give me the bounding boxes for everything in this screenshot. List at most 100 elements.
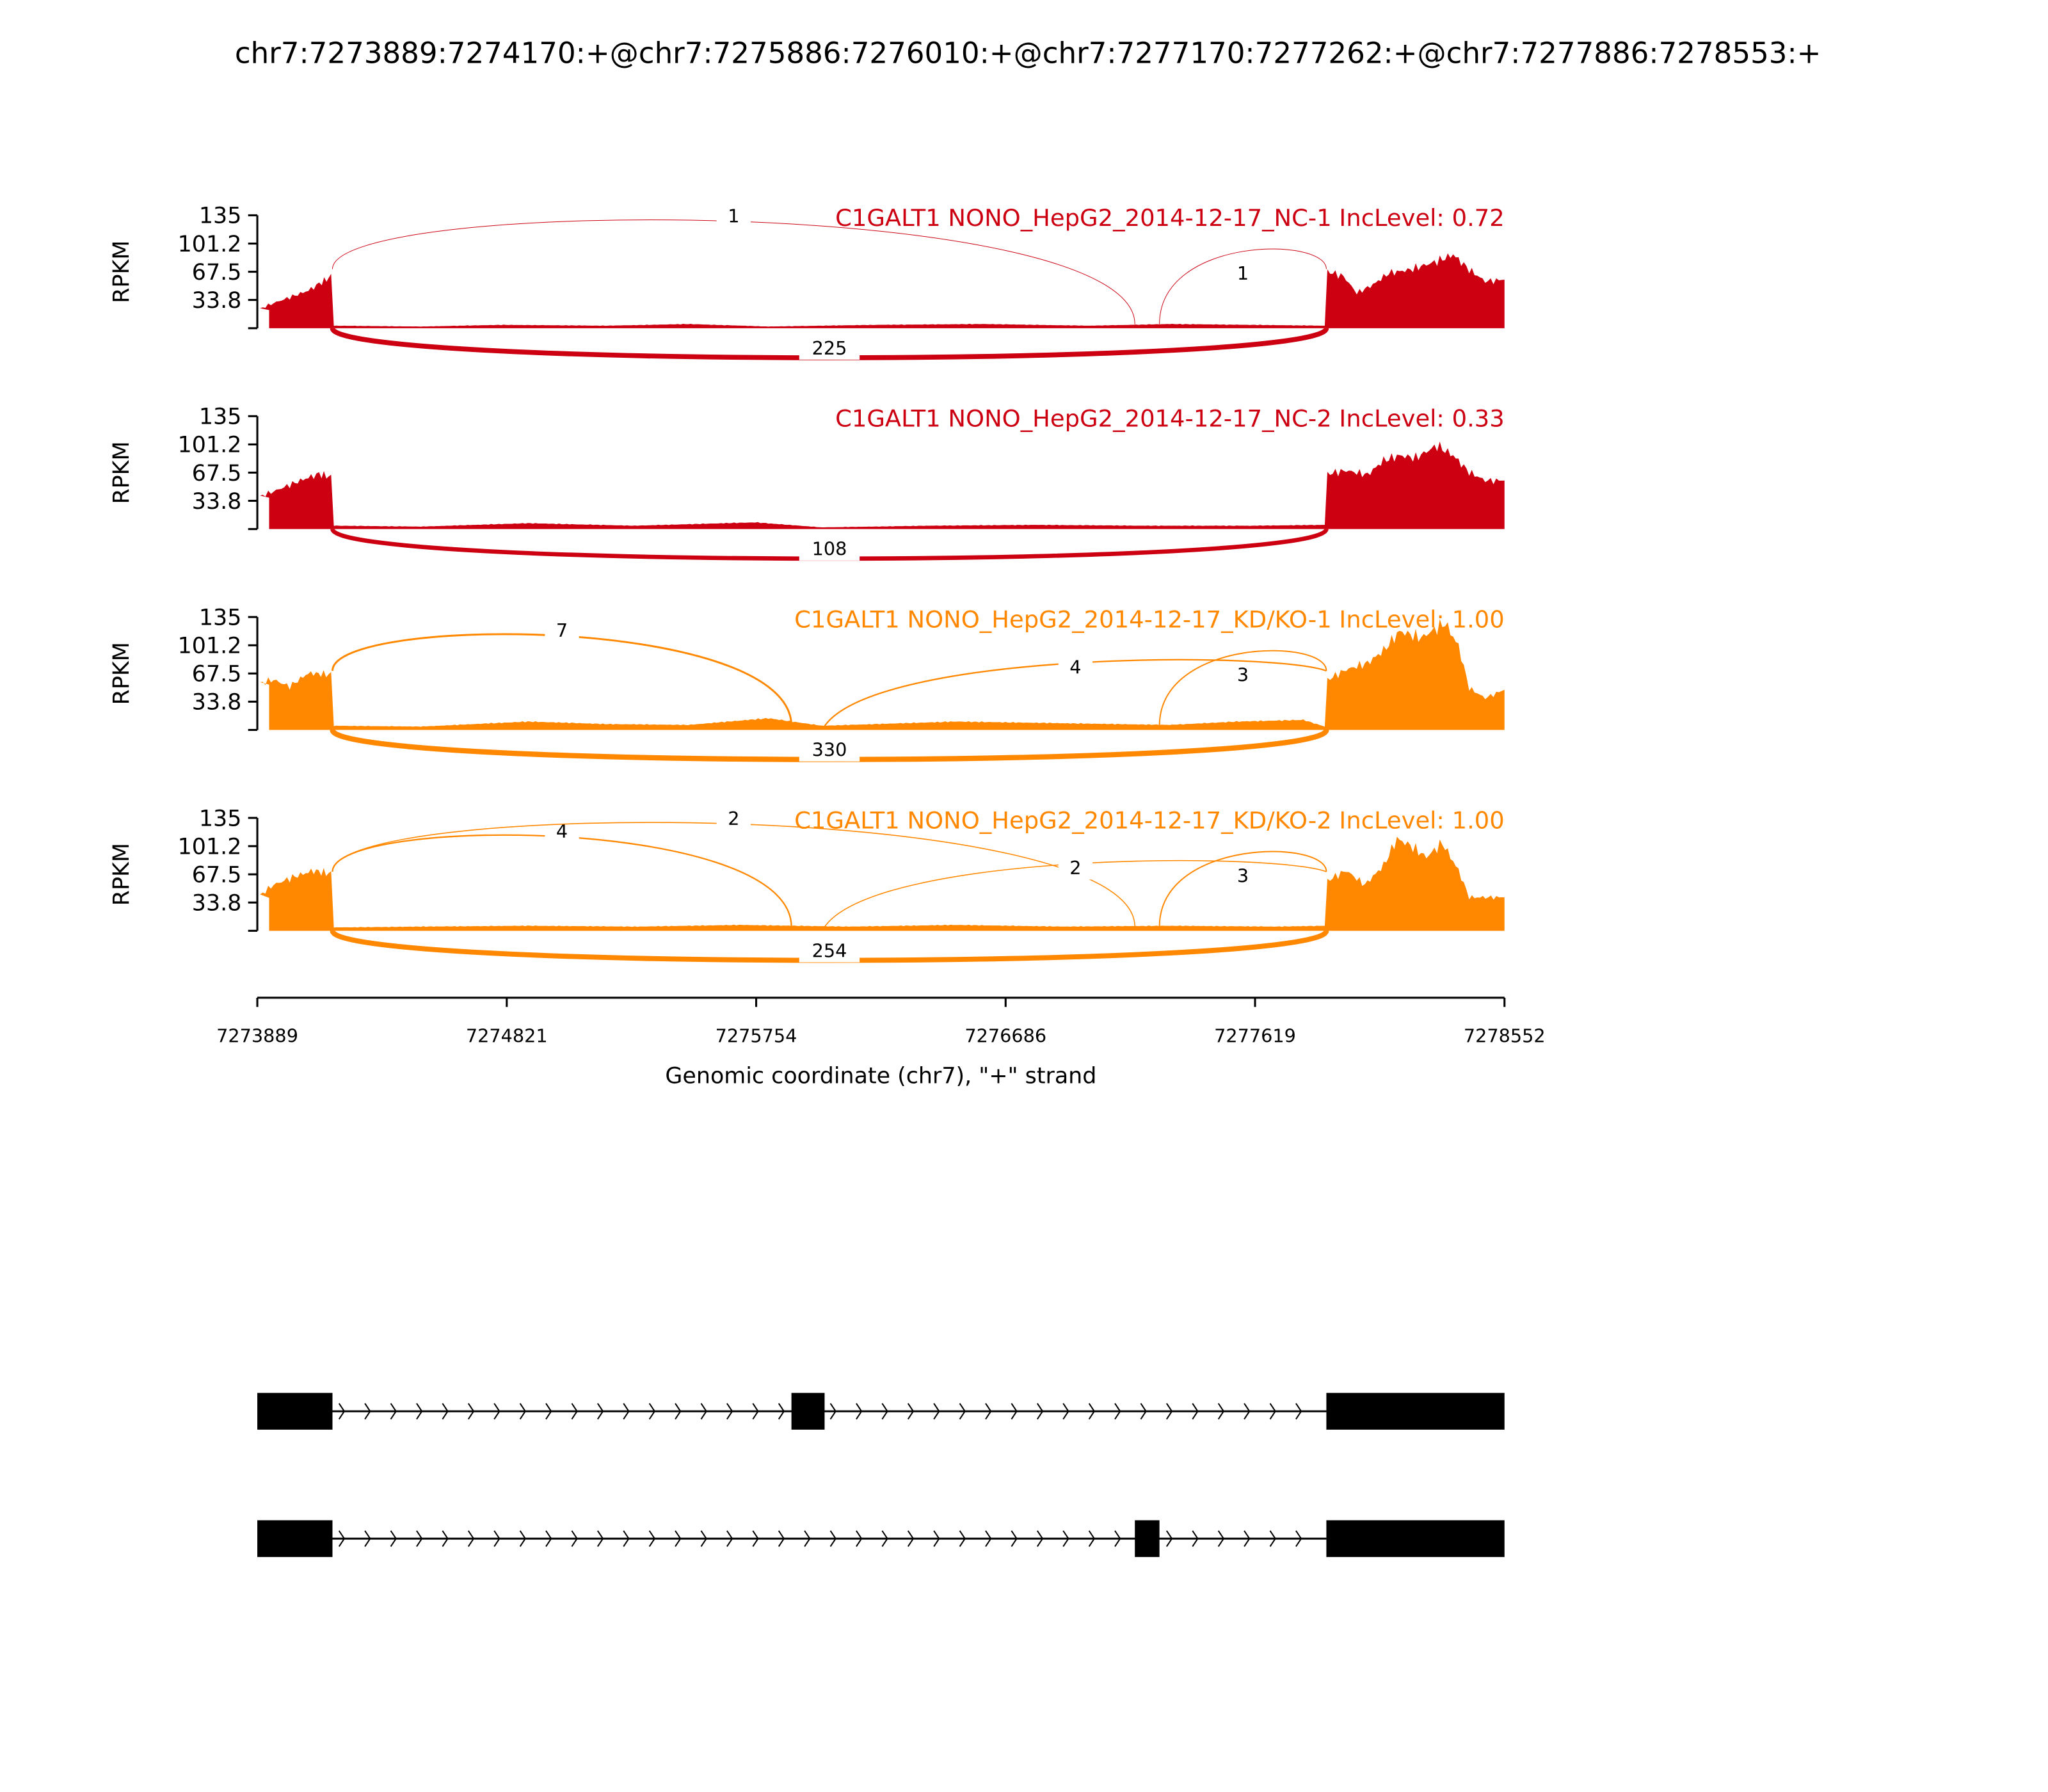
strand-arrow-icon xyxy=(390,1403,397,1420)
strand-arrow-icon xyxy=(467,1403,475,1420)
strand-arrow-icon xyxy=(596,1530,604,1547)
exon-block xyxy=(257,1393,333,1430)
sample-title: C1GALT1 NONO_HepG2_2014-12-17_KD/KO-2 In… xyxy=(794,806,1505,834)
x-tick-label: 7278552 xyxy=(1464,1025,1546,1047)
y-tick-label: 135 xyxy=(199,404,242,430)
strand-arrow-icon xyxy=(442,1530,449,1547)
junction-label-bg xyxy=(1226,863,1260,888)
strand-arrow-icon xyxy=(623,1403,630,1420)
strand-arrow-icon xyxy=(1295,1403,1302,1420)
strand-arrow-icon xyxy=(1114,1403,1121,1420)
strand-arrow-icon xyxy=(1062,1403,1069,1420)
strand-arrow-icon xyxy=(364,1530,371,1547)
junction-label-bg xyxy=(545,618,579,643)
y-axis-label: RPKM xyxy=(109,642,134,705)
strand-arrow-icon xyxy=(338,1530,346,1547)
strand-arrow-icon xyxy=(1269,1403,1276,1420)
junction-count-label: 4 xyxy=(556,820,568,842)
y-tick-label: 67.5 xyxy=(192,862,242,888)
y-tick-label: 33.8 xyxy=(192,288,242,314)
strand-arrow-icon xyxy=(959,1403,966,1420)
strand-arrow-icon xyxy=(829,1530,836,1547)
gene-models xyxy=(257,1393,1505,1557)
strand-arrow-icon xyxy=(829,1403,836,1420)
strand-arrow-icon xyxy=(1140,1403,1147,1420)
strand-arrow-icon xyxy=(985,1403,992,1420)
x-tick-label: 7273889 xyxy=(216,1025,298,1047)
strand-arrow-icon xyxy=(1244,1403,1251,1420)
y-axis-label: RPKM xyxy=(109,241,134,303)
coverage-area xyxy=(260,619,1505,730)
strand-arrow-icon xyxy=(1166,1530,1173,1547)
strand-arrow-icon xyxy=(442,1403,449,1420)
strand-arrow-icon xyxy=(1295,1530,1302,1547)
junction-label-bg xyxy=(799,938,860,963)
strand-arrow-icon xyxy=(390,1530,397,1547)
chart-title: chr7:7273889:7274170:+@chr7:7275886:7276… xyxy=(235,36,1821,70)
exon-block xyxy=(791,1393,825,1430)
strand-arrow-icon xyxy=(545,1403,552,1420)
x-axis: 7273889 7274821 7275754 7276686 7277619 72785… xyxy=(216,996,1546,1047)
strand-arrow-icon xyxy=(545,1530,552,1547)
junction-label-bg xyxy=(1226,662,1260,687)
strand-arrow-icon xyxy=(1011,1530,1018,1547)
junction-arc xyxy=(332,822,1135,927)
y-tick-label: 135 xyxy=(199,605,242,630)
strand-arrow-icon xyxy=(700,1530,707,1547)
strand-arrow-icon xyxy=(1036,1530,1044,1547)
strand-arrow-icon xyxy=(1269,1530,1276,1547)
strand-arrow-icon xyxy=(1036,1403,1044,1420)
exon-block xyxy=(1326,1520,1505,1557)
sample-title: C1GALT1 NONO_HepG2_2014-12-17_NC-2 IncLe… xyxy=(835,405,1505,433)
transcript xyxy=(257,1520,1505,1557)
x-tick-label: 7274821 xyxy=(466,1025,548,1047)
coverage-area xyxy=(260,253,1505,328)
y-tick-label: 33.8 xyxy=(192,890,242,916)
x-axis-label: Genomic coordinate (chr7), "+" strand xyxy=(665,1063,1096,1089)
strand-arrow-icon xyxy=(907,1403,915,1420)
strand-arrow-icon xyxy=(467,1530,475,1547)
junction-count-label: 3 xyxy=(1237,664,1249,686)
strand-arrow-icon xyxy=(364,1403,371,1420)
strand-arrow-icon xyxy=(700,1403,707,1420)
strand-arrow-icon xyxy=(648,1530,656,1547)
exon-block xyxy=(1326,1393,1505,1430)
strand-arrow-icon xyxy=(1244,1530,1251,1547)
junction-count-label: 1 xyxy=(728,205,739,227)
y-tick-label: 135 xyxy=(199,204,242,229)
x-tick-label: 7277619 xyxy=(1214,1025,1296,1047)
x-tick-label: 7276686 xyxy=(964,1025,1046,1047)
strand-arrow-icon xyxy=(856,1530,863,1547)
strand-arrow-icon xyxy=(1088,1403,1096,1420)
junction-count-label: 7 xyxy=(556,620,568,641)
strand-arrow-icon xyxy=(881,1530,888,1547)
y-tick-label: 101.2 xyxy=(178,433,242,458)
junction-count-label: 254 xyxy=(812,940,847,961)
junction-label-bg xyxy=(1058,856,1093,880)
junction-count-label: 2 xyxy=(1069,857,1081,879)
junction-label-bg xyxy=(799,336,860,360)
y-tick-label: 33.8 xyxy=(192,690,242,716)
y-tick-label: 135 xyxy=(199,806,242,831)
strand-arrow-icon xyxy=(726,1403,733,1420)
junction-label-bg xyxy=(716,806,751,831)
strand-arrow-icon xyxy=(1166,1403,1173,1420)
junction-count-label: 3 xyxy=(1237,865,1249,886)
strand-arrow-icon xyxy=(856,1403,863,1420)
junction-count-label: 1 xyxy=(1237,262,1249,284)
strand-arrow-icon xyxy=(804,1530,811,1547)
y-tick-label: 67.5 xyxy=(192,461,242,486)
strand-arrow-icon xyxy=(519,1530,527,1547)
y-tick-label: 101.2 xyxy=(178,834,242,860)
strand-arrow-icon xyxy=(933,1403,940,1420)
y-tick-label: 67.5 xyxy=(192,662,242,687)
strand-arrow-icon xyxy=(1192,1530,1199,1547)
junction-label-bg xyxy=(799,737,860,762)
sample-title: C1GALT1 NONO_HepG2_2014-12-17_KD/KO-1 In… xyxy=(794,606,1505,634)
strand-arrow-icon xyxy=(1217,1530,1225,1547)
strand-arrow-icon xyxy=(1192,1403,1199,1420)
junction-label-bg xyxy=(1226,261,1260,285)
